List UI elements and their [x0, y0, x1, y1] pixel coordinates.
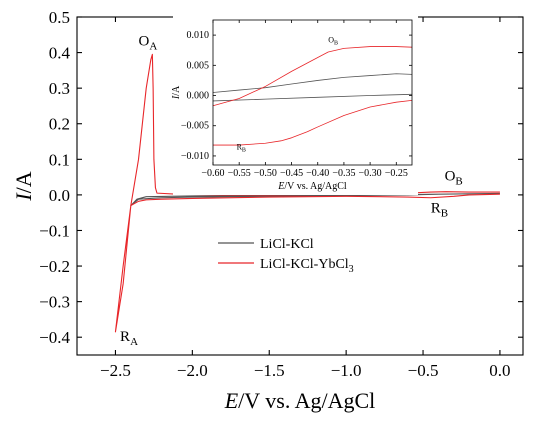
- inset-x-tick-label: −0.60: [201, 168, 224, 179]
- inset-plot-frame: [212, 19, 413, 166]
- inset-y-tick-label: −0.005: [181, 121, 209, 132]
- y-tick-label: 0.2: [49, 115, 70, 134]
- inset-x-tick-label: −0.25: [385, 168, 408, 179]
- legend-label-0: LiCl-KCl: [260, 237, 314, 252]
- y-tick-label: −0.2: [39, 257, 70, 276]
- inset-x-tick-label: −0.55: [228, 168, 251, 179]
- peak-label-ob: OB: [445, 169, 463, 188]
- inset-x-tick-label: −0.45: [280, 168, 303, 179]
- inset-y-tick-label: 0.000: [187, 91, 210, 102]
- y-axis-label: I/A: [11, 171, 36, 201]
- x-tick-label: −0.5: [408, 361, 439, 380]
- y-tick-label: −0.3: [39, 293, 70, 312]
- x-tick-label: −2.0: [177, 361, 208, 380]
- y-tick-label: 0.1: [49, 150, 70, 169]
- x-tick-label: −1.0: [331, 361, 362, 380]
- inset-series-line-1: [212, 93, 413, 102]
- inset-peak-label-ob: OB: [328, 35, 338, 46]
- inset-y-tick-label: −0.010: [181, 151, 209, 162]
- x-axis-label: E/V vs. Ag/AgCl: [224, 388, 376, 413]
- legend: LiCl-KCl LiCl-KCl-YbCl3: [218, 237, 354, 275]
- inset-peak-label-rb: RB: [237, 142, 246, 153]
- series-line-0: [130, 192, 500, 207]
- inset-x-tick-label: −0.30: [359, 168, 382, 179]
- y-tick-label: −0.1: [39, 221, 70, 240]
- y-tick-label: 0.3: [49, 79, 70, 98]
- inset-series-line-2: [212, 46, 413, 107]
- y-tick-label: 0.5: [49, 8, 70, 27]
- inset-x-axis-label: E/V vs. Ag/AgCl: [277, 181, 347, 192]
- y-tick-label: 0.4: [49, 44, 71, 63]
- inset-series-line-3: [213, 99, 413, 146]
- main-plot: −2.5 −2.0 −1.5 −1.0 −0.5 0.0 −0.4 −0.3 −0.2 −0.1 0…: [11, 8, 524, 413]
- peak-label-ra: RA: [120, 329, 138, 348]
- inset-plot: −0.60 −0.55 −0.50 −0.45 −0.40 −0.35 −0.30 −0.25…: [171, 16, 418, 195]
- inset-y-tick-label: 0.010: [187, 30, 210, 41]
- peak-label-oa: OA: [139, 33, 158, 52]
- inset-y-axis-label: I/A: [171, 85, 182, 100]
- x-tick-label: 0.0: [489, 361, 510, 380]
- inset-series-line-0: [212, 73, 413, 93]
- x-tick-label: −1.5: [254, 361, 285, 380]
- inset-y-tick-label: 0.005: [187, 60, 210, 71]
- inset-x-tick-label: −0.50: [254, 168, 277, 179]
- y-tick-label: 0.0: [49, 186, 70, 205]
- legend-label-1: LiCl-KCl-YbCl3: [260, 257, 354, 275]
- peak-label-rb: RB: [431, 201, 448, 220]
- x-tick-label: −2.5: [100, 361, 131, 380]
- inset-x-tick-label: −0.35: [332, 168, 355, 179]
- inset-x-tick-label: −0.40: [306, 168, 329, 179]
- y-tick-label: −0.4: [39, 328, 70, 347]
